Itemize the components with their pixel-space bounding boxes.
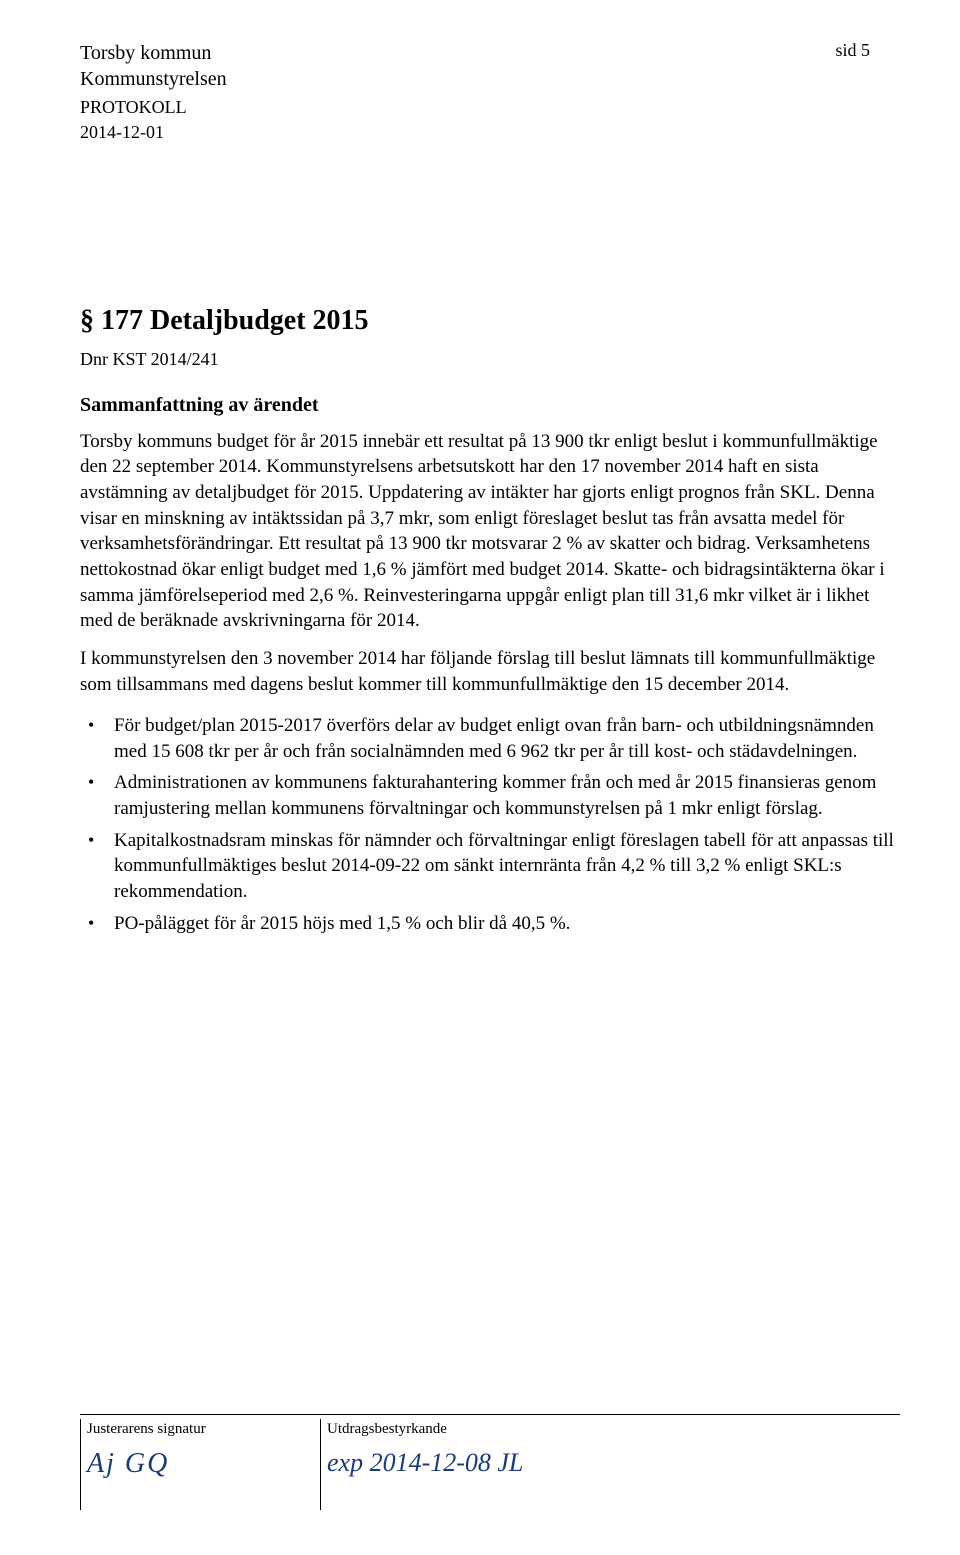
footer-signature-cell: Justerarens signatur Aj GQ	[80, 1419, 320, 1510]
protokoll-label: PROTOKOLL	[80, 96, 900, 119]
org-line-1: Torsby kommun	[80, 40, 900, 66]
list-item: Kapitalkostnadsram minskas för nämnder o…	[80, 828, 900, 905]
list-item: Administrationen av kommunens fakturahan…	[80, 770, 900, 821]
diary-number: Dnr KST 2014/241	[80, 349, 900, 370]
org-line-2: Kommunstyrelsen	[80, 66, 900, 92]
list-item: PO-pålägget för år 2015 höjs med 1,5 % o…	[80, 911, 900, 937]
footer-signature-label: Justerarens signatur	[87, 1421, 206, 1437]
body-paragraph-1: Torsby kommuns budget för år 2015 innebä…	[80, 429, 900, 634]
protokoll-date: 2014-12-01	[80, 121, 900, 144]
page-number: sid 5	[835, 40, 870, 61]
body-paragraph-2: I kommunstyrelsen den 3 november 2014 ha…	[80, 646, 900, 697]
handwritten-signature: Aj GQ	[87, 1448, 310, 1480]
footer-divider	[80, 1414, 900, 1415]
footer-attest-cell: Utdragsbestyrkande exp 2014-12-08 JL	[320, 1419, 900, 1510]
decision-list: För budget/plan 2015-2017 överförs delar…	[80, 713, 900, 936]
list-item: För budget/plan 2015-2017 överförs delar…	[80, 713, 900, 764]
page-footer: Justerarens signatur Aj GQ Utdragsbestyr…	[80, 1414, 900, 1510]
section-title: § 177 Detaljbudget 2015	[80, 305, 900, 337]
summary-heading: Sammanfattning av ärendet	[80, 394, 900, 417]
handwritten-exp: exp 2014-12-08 JL	[327, 1448, 890, 1478]
footer-attest-label: Utdragsbestyrkande	[327, 1421, 447, 1437]
